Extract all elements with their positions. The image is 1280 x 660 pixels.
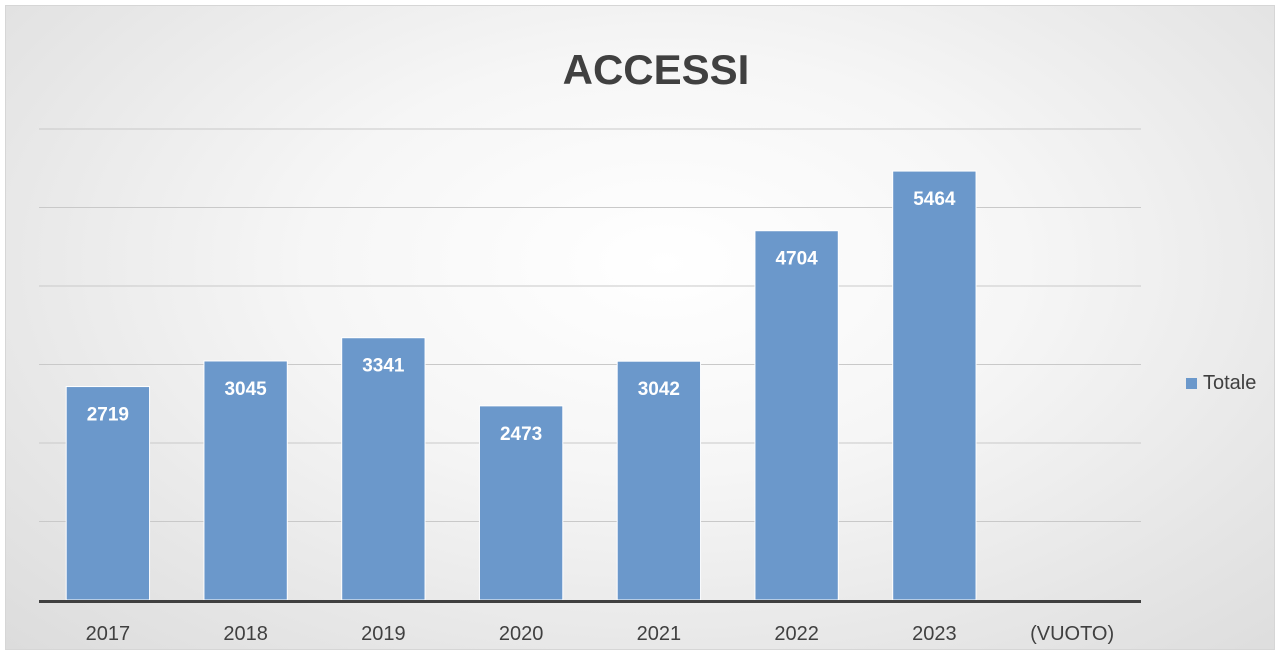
x-tick-label-2020: 2020 — [499, 623, 544, 645]
data-label-2017: 2719 — [87, 405, 129, 426]
data-label-2018: 3045 — [224, 379, 267, 400]
chart-container: ACCESSI 2719 2017 3045 2018 3341 2019 2473 2020… — [5, 5, 1275, 650]
data-label-2023: 5464 — [913, 189, 956, 210]
bar-2023 — [892, 170, 977, 601]
x-tick-label-2018: 2018 — [223, 623, 268, 645]
data-label-2022: 4704 — [775, 249, 818, 270]
bar-chart-plot: 2719 2017 3045 2018 3341 2019 2473 2020 3042 2021… — [39, 128, 1141, 645]
x-tick-label-2022: 2022 — [774, 623, 819, 645]
x-tick-label-2017: 2017 — [86, 623, 131, 645]
x-tick-label-vuoto: (VUOTO) — [1030, 623, 1114, 645]
bar-2017 — [65, 386, 151, 601]
legend: Totale — [1186, 372, 1256, 395]
x-tick-label-2019: 2019 — [361, 623, 406, 645]
data-label-2019: 3341 — [362, 356, 405, 377]
legend-swatch-totale — [1186, 378, 1197, 389]
x-tick-label-2021: 2021 — [637, 623, 682, 645]
bar-2022 — [754, 230, 839, 601]
x-tick-label-2023: 2023 — [912, 623, 957, 645]
chart-title: ACCESSI — [562, 46, 750, 93]
data-label-2021: 3042 — [638, 379, 680, 400]
legend-label-totale: Totale — [1203, 372, 1257, 394]
bar-2019 — [341, 337, 426, 601]
data-label-2020: 2473 — [500, 424, 542, 445]
